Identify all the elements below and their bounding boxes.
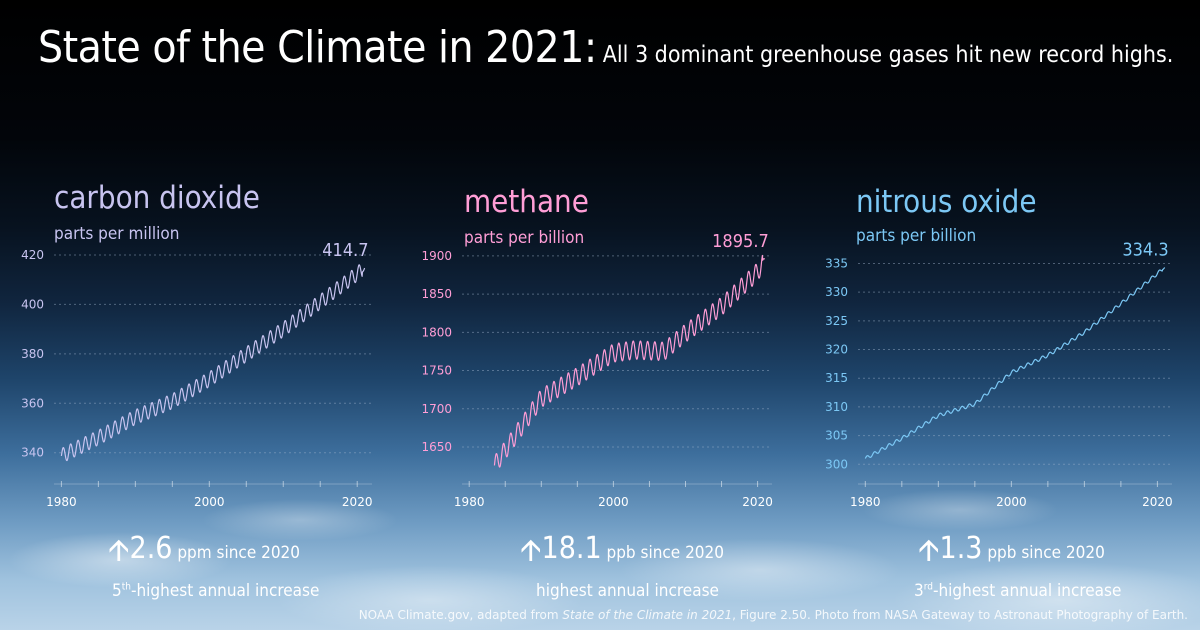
- x-tick-label: 2020: [342, 495, 373, 509]
- panel-methane: methane parts per billion 1650 1700 1750 18…: [400, 180, 800, 601]
- end-value-label: 334.3: [1122, 239, 1168, 260]
- end-value-label: 1895.7: [712, 231, 769, 252]
- x-tick-label: 1980: [454, 495, 485, 509]
- y-tick-label: 330: [825, 285, 848, 299]
- photo-credit: NOAA Climate.gov, adapted from State of …: [359, 608, 1188, 622]
- x-tick-label: 2000: [996, 495, 1027, 509]
- stat-value: 1.3: [939, 531, 983, 566]
- credit-suffix: , Figure 2.50. Photo from NASA Gateway t…: [732, 608, 1188, 622]
- panel-carbon-dioxide: carbon dioxide parts per million 340 360 3…: [0, 180, 400, 601]
- y-tick-label: 420: [21, 248, 44, 262]
- y-tick-label: 325: [825, 314, 848, 328]
- x-tick-label: 2000: [598, 495, 629, 509]
- gas-name-n2o: nitrous oxide: [856, 184, 1037, 220]
- y-tick-label: 320: [825, 343, 848, 357]
- y-tick-label: 1700: [421, 402, 452, 416]
- chart-n2o: 300 305 310 315 320 325 330 335 1980 2000 2020 334.…: [825, 239, 1173, 509]
- stat-ch4: 🡩18.1 ppb since 2020 highest annual incr…: [520, 528, 724, 601]
- y-tick-label: 1800: [421, 325, 452, 339]
- chart-ch4: 1650 1700 1750 1800 1850 1900 1980 2000 2020 1895…: [421, 231, 773, 509]
- y-tick-label: 380: [21, 347, 44, 361]
- y-tick-label: 1850: [421, 287, 452, 301]
- y-tick-label: 300: [825, 457, 848, 471]
- y-tick-label: 310: [825, 400, 848, 414]
- series-line: [493, 254, 766, 468]
- panel-nitrous-oxide: nitrous oxide parts per billion 300 305 31…: [800, 180, 1200, 601]
- y-tick-label: 1650: [421, 440, 452, 454]
- gas-unit-co2: parts per million: [54, 224, 180, 244]
- gas-name-ch4: methane: [464, 184, 589, 220]
- y-tick-label: 340: [21, 446, 44, 460]
- page-title: State of the Climate in 2021: All 3 domin…: [38, 22, 1173, 73]
- end-value-label: 414.7: [322, 240, 368, 261]
- series-line: [60, 264, 366, 462]
- stat-value: 2.6: [129, 531, 173, 566]
- y-tick-label: 305: [825, 429, 848, 443]
- x-tick-label: 2020: [742, 495, 773, 509]
- y-tick-label: 1750: [421, 364, 452, 378]
- stat-since: since 2020: [640, 543, 724, 563]
- x-tick-label: 2020: [1142, 495, 1173, 509]
- up-arrow-icon: 🡩: [918, 533, 940, 568]
- y-tick-label: 360: [21, 396, 44, 410]
- y-tick-label: 400: [21, 297, 44, 311]
- stat-ordinal-suffix: rd: [923, 581, 933, 593]
- title-main: State of the Climate in 2021:: [38, 22, 597, 73]
- stat-since: since 2020: [1021, 543, 1105, 563]
- stat-co2: 🡩2.6 ppm since 2020 5th-highest annual i…: [108, 528, 319, 601]
- up-arrow-icon: 🡩: [108, 533, 130, 568]
- credit-italic: State of the Climate in 2021: [562, 608, 733, 622]
- stat-unit: ppb: [606, 543, 636, 563]
- credit-prefix: NOAA Climate.gov, adapted from: [358, 608, 563, 622]
- series-line: [864, 267, 1166, 459]
- stat-note-text: -highest annual increase: [932, 581, 1122, 601]
- stat-note: highest annual increase: [536, 581, 724, 601]
- y-tick-label: 1900: [421, 249, 452, 263]
- stat-since: since 2020: [216, 543, 301, 563]
- stat-ordinal: 5: [112, 581, 122, 601]
- x-tick-label: 2000: [194, 495, 225, 509]
- stat-note-text: -highest annual increase: [130, 581, 320, 601]
- y-tick-label: 335: [825, 256, 848, 270]
- stat-note: 3rd-highest annual increase: [914, 581, 1121, 601]
- gas-unit-ch4: parts per billion: [464, 228, 585, 248]
- x-tick-label: 1980: [46, 495, 77, 509]
- stat-ordinal-suffix: th: [121, 581, 131, 593]
- title-subtitle: All 3 dominant greenhouse gases hit new …: [602, 42, 1174, 68]
- stat-unit: ppm: [177, 543, 212, 563]
- stat-value: 18.1: [541, 531, 602, 566]
- y-tick-label: 315: [825, 371, 848, 385]
- stat-note: 5th-highest annual increase: [112, 581, 319, 601]
- stat-n2o: 🡩1.3 ppb since 2020 3rd-highest annual i…: [914, 528, 1121, 601]
- up-arrow-icon: 🡩: [520, 533, 542, 568]
- x-tick-label: 1980: [850, 495, 881, 509]
- chart-co2: 340 360 380 400 420 1980 2000 2020 414.7: [21, 240, 373, 509]
- stat-ordinal: 3: [914, 581, 924, 601]
- stat-unit: ppb: [987, 543, 1017, 563]
- gas-unit-n2o: parts per billion: [856, 226, 977, 246]
- stat-note-text: highest annual increase: [536, 581, 719, 601]
- gas-name-co2: carbon dioxide: [54, 180, 260, 216]
